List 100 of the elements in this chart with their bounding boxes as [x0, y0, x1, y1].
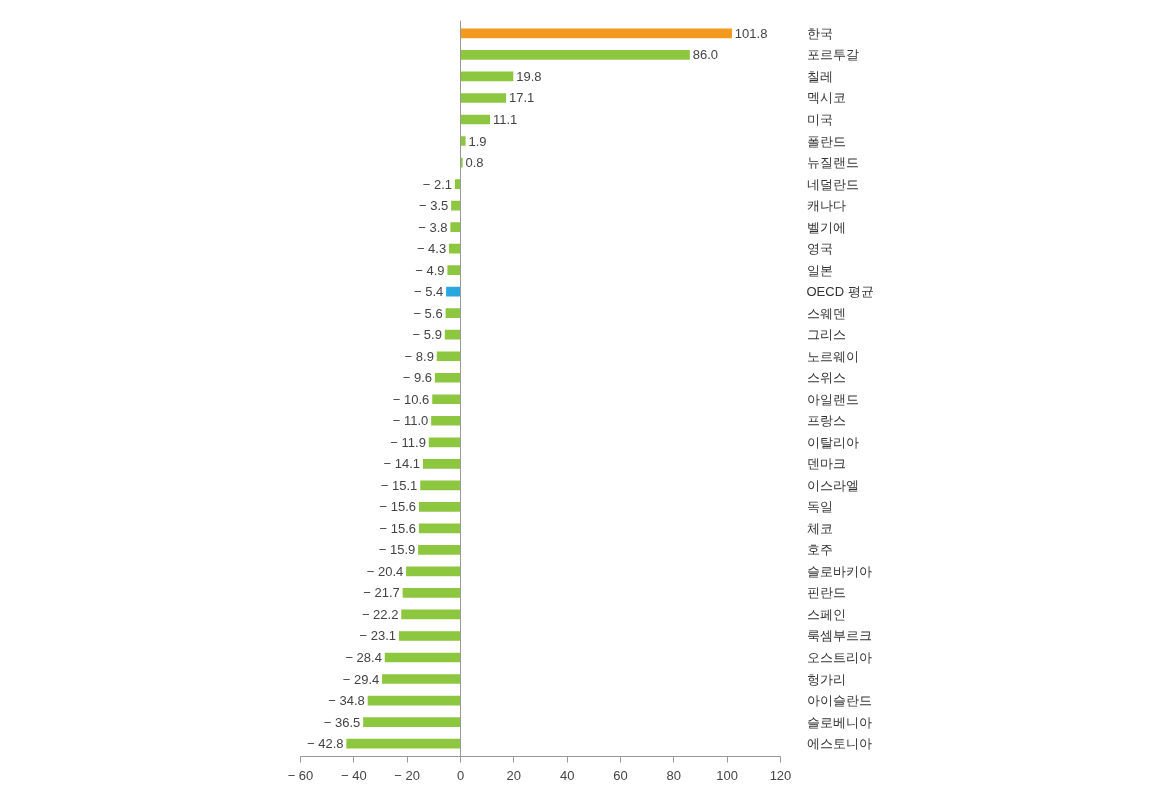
bar [363, 717, 461, 727]
bar [436, 351, 461, 362]
data-label: − 5.9 [412, 327, 442, 343]
y-tick-label: 칠레 [806, 68, 833, 84]
bar [432, 394, 461, 405]
bar [447, 265, 461, 275]
bar [460, 71, 514, 82]
bar [382, 674, 461, 684]
y-tick-label: 스웨덴 [806, 305, 846, 321]
data-label: − 28.4 [345, 650, 382, 666]
data-label: − 23.1 [359, 628, 397, 644]
data-label: − 5.4 [413, 284, 444, 300]
data-label: − 8.9 [404, 348, 434, 364]
data-label: 86.0 [692, 47, 719, 63]
data-label: − 11.9 [390, 434, 426, 450]
y-tick-label: 미국 [806, 111, 833, 127]
bar [460, 93, 507, 103]
y-tick-label: 폴란드 [806, 133, 846, 149]
bar [401, 609, 461, 620]
y-tick-label: 캐나다 [806, 198, 846, 214]
bar [444, 329, 461, 340]
data-label: − 15.6 [379, 520, 417, 536]
y-tick-label: 이탈리아 [806, 434, 859, 450]
data-label: − 14.1 [383, 456, 421, 472]
y-tick-label: 스페인 [806, 606, 846, 622]
data-label: − 5.6 [413, 305, 443, 321]
y-tick-label: 독일 [806, 499, 833, 515]
y-tick-label: 한국 [806, 25, 833, 41]
y-tick-label: 슬로베니아 [806, 714, 872, 730]
bar [418, 523, 461, 534]
y-tick-label: 뉴질랜드 [806, 155, 859, 171]
bar [398, 631, 461, 641]
y-tick-label: 네덜란드 [806, 176, 859, 192]
y-tick-label: 핀란드 [806, 585, 846, 601]
y-tick-label: 헝가리 [806, 671, 846, 687]
data-label: 19.8 [516, 68, 542, 84]
y-tick-label: 프랑스 [806, 413, 846, 429]
data-label: − 4.3 [416, 241, 447, 257]
data-label: − 42.8 [306, 736, 344, 752]
y-tick-label: 이스라엘 [806, 477, 859, 493]
y-tick-label: 오스트리아 [806, 650, 872, 666]
bar [422, 458, 461, 469]
y-tick-label: 룩셈부르크 [806, 628, 872, 644]
bar [454, 179, 461, 189]
data-label: − 3.8 [418, 219, 448, 235]
bar [460, 136, 466, 146]
bar [402, 588, 461, 598]
data-label: − 29.4 [342, 671, 380, 687]
data-label: − 34.8 [328, 693, 365, 709]
bar [460, 50, 690, 60]
y-tick-label: 덴마크 [806, 456, 846, 472]
y-tick-label: OECD 평균 [806, 284, 874, 300]
data-label: − 15.1 [380, 477, 418, 493]
x-tick-label: 100 [716, 767, 739, 783]
data-label: − 15.6 [379, 499, 417, 515]
data-label: − 4.9 [415, 262, 445, 278]
bar [431, 415, 461, 426]
bar [346, 738, 461, 749]
y-tick-label: 노르웨이 [806, 348, 859, 364]
y-tick-label: 아이슬란드 [806, 693, 872, 709]
data-label: 1.9 [468, 133, 487, 149]
bar [450, 222, 461, 232]
data-label: 0.8 [465, 155, 484, 171]
bar [384, 652, 461, 663]
bar [418, 502, 461, 512]
bar [460, 28, 732, 39]
data-label: 17.1 [508, 90, 535, 106]
bar [434, 372, 461, 383]
x-tick-label: 60 [613, 767, 628, 783]
y-tick-label: 그리스 [806, 327, 846, 343]
bar [367, 695, 461, 706]
x-tick-label: 0 [456, 767, 465, 783]
data-label: − 3.5 [419, 198, 449, 214]
y-tick-label: 체코 [806, 520, 833, 536]
y-tick-label: 영국 [806, 241, 833, 257]
data-label: 11.1 [492, 111, 518, 127]
y-tick-label: 스위스 [806, 370, 846, 386]
y-tick-label: 슬로바키아 [806, 563, 872, 579]
data-label: − 36.5 [323, 714, 361, 730]
bar [445, 308, 461, 319]
y-tick-label: 호주 [806, 542, 833, 558]
y-tick-label: 벨기에 [806, 219, 846, 235]
data-label: − 10.6 [392, 391, 430, 407]
y-tick-label: 멕시코 [806, 90, 846, 106]
bar [451, 200, 461, 211]
x-tick-label: − 60 [287, 767, 314, 783]
bar [460, 114, 491, 125]
x-tick-label: 40 [559, 767, 575, 783]
x-tick-label: 80 [666, 767, 682, 783]
bar [446, 286, 461, 297]
y-tick-label: 에스토니아 [806, 736, 872, 752]
bar [406, 566, 461, 577]
y-tick-label: 포르투갈 [806, 47, 859, 63]
data-label: − 2.1 [422, 176, 453, 192]
bar [418, 545, 461, 555]
data-label: − 11.0 [392, 413, 429, 429]
data-label: − 20.4 [366, 563, 404, 579]
x-tick-label: 120 [769, 767, 792, 783]
x-tick-label: − 20 [394, 767, 421, 783]
data-label: 101.8 [734, 25, 768, 41]
